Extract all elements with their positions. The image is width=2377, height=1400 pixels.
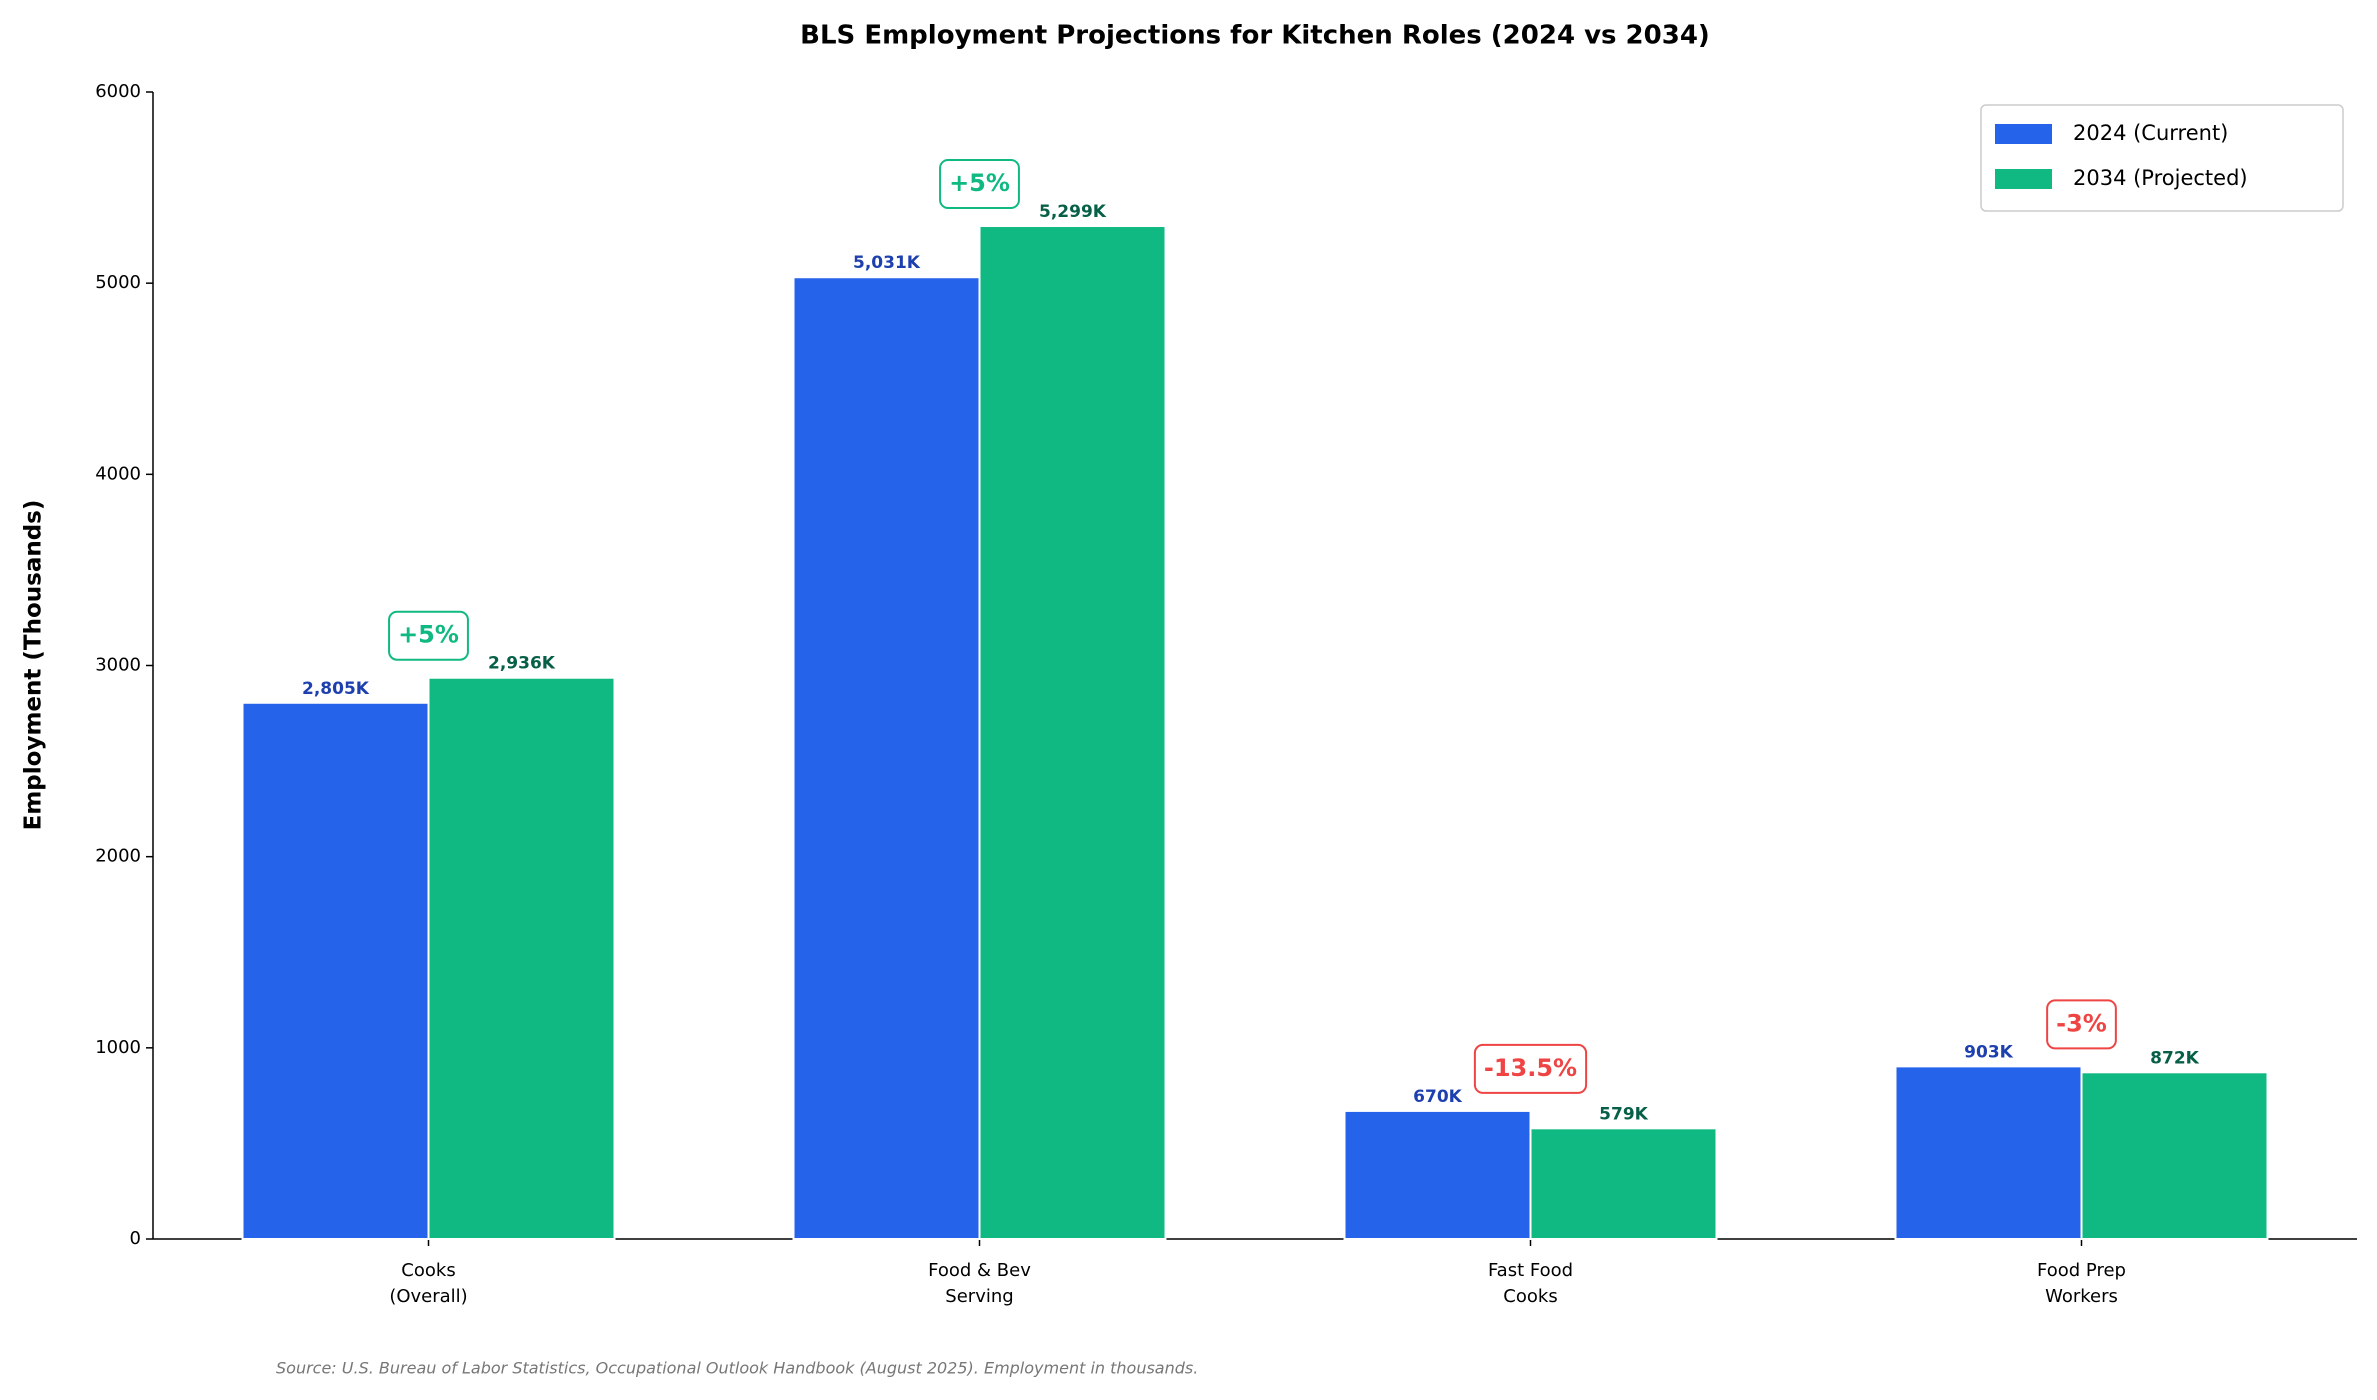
legend-swatch bbox=[1995, 169, 2052, 189]
value-label: 872K bbox=[2150, 1048, 2199, 1068]
y-tick-label: 4000 bbox=[95, 463, 141, 484]
change-box bbox=[939, 159, 1020, 210]
change-label: -3% bbox=[2056, 1009, 2107, 1037]
change-annotation: +5% bbox=[388, 610, 469, 661]
change-annotation: +5% bbox=[939, 159, 1020, 210]
chart-title: BLS Employment Projections for Kitchen R… bbox=[800, 21, 1710, 51]
bar bbox=[241, 701, 430, 1240]
legend: 2024 (Current) 2034 (Projected) bbox=[1980, 104, 2344, 212]
change-annotation: -3% bbox=[2046, 999, 2117, 1050]
bar bbox=[1529, 1127, 1718, 1240]
legend-label: 2034 (Projected) bbox=[2073, 166, 2248, 190]
change-box bbox=[388, 610, 469, 661]
y-tick-label: 1000 bbox=[95, 1037, 141, 1058]
x-tick-label: Food & Bev Serving bbox=[928, 1260, 1031, 1307]
x-tick-label: Fast Food Cooks bbox=[1488, 1260, 1573, 1307]
change-box bbox=[1473, 1043, 1588, 1094]
change-annotation: -13.5% bbox=[1473, 1043, 1588, 1094]
change-box bbox=[2046, 999, 2117, 1050]
value-label: 2,805K bbox=[302, 679, 370, 699]
value-label: 5,031K bbox=[853, 253, 921, 273]
y-tick-label: 6000 bbox=[95, 81, 141, 102]
legend-box bbox=[1980, 104, 2344, 212]
y-tick-label: 2000 bbox=[95, 846, 141, 867]
source-note: Source: U.S. Bureau of Labor Statistics,… bbox=[276, 1359, 1198, 1378]
change-label: +5% bbox=[398, 621, 459, 649]
legend-label: 2024 (Current) bbox=[2073, 121, 2228, 145]
change-label: -13.5% bbox=[1484, 1054, 1577, 1082]
y-tick-label: 3000 bbox=[95, 655, 141, 676]
bar bbox=[1343, 1109, 1532, 1240]
value-label: 903K bbox=[1964, 1042, 2013, 1062]
y-axis-label: Employment (Thousands) bbox=[21, 500, 47, 831]
value-label: 670K bbox=[1413, 1087, 1462, 1107]
value-label: 579K bbox=[1599, 1104, 1648, 1124]
change-label: +5% bbox=[949, 169, 1010, 197]
value-label: 5,299K bbox=[1039, 202, 1107, 222]
y-tick-label: 5000 bbox=[95, 272, 141, 293]
bar bbox=[2080, 1071, 2269, 1240]
x-tick-label: Food Prep Workers bbox=[2037, 1260, 2126, 1307]
bar bbox=[792, 276, 981, 1241]
bar bbox=[427, 676, 616, 1240]
bar bbox=[1894, 1065, 2083, 1240]
bar bbox=[978, 225, 1167, 1241]
x-tick-label: Cooks (Overall) bbox=[389, 1260, 467, 1307]
y-tick-label: 0 bbox=[130, 1228, 141, 1249]
value-label: 2,936K bbox=[488, 654, 556, 674]
legend-swatch bbox=[1995, 124, 2052, 144]
